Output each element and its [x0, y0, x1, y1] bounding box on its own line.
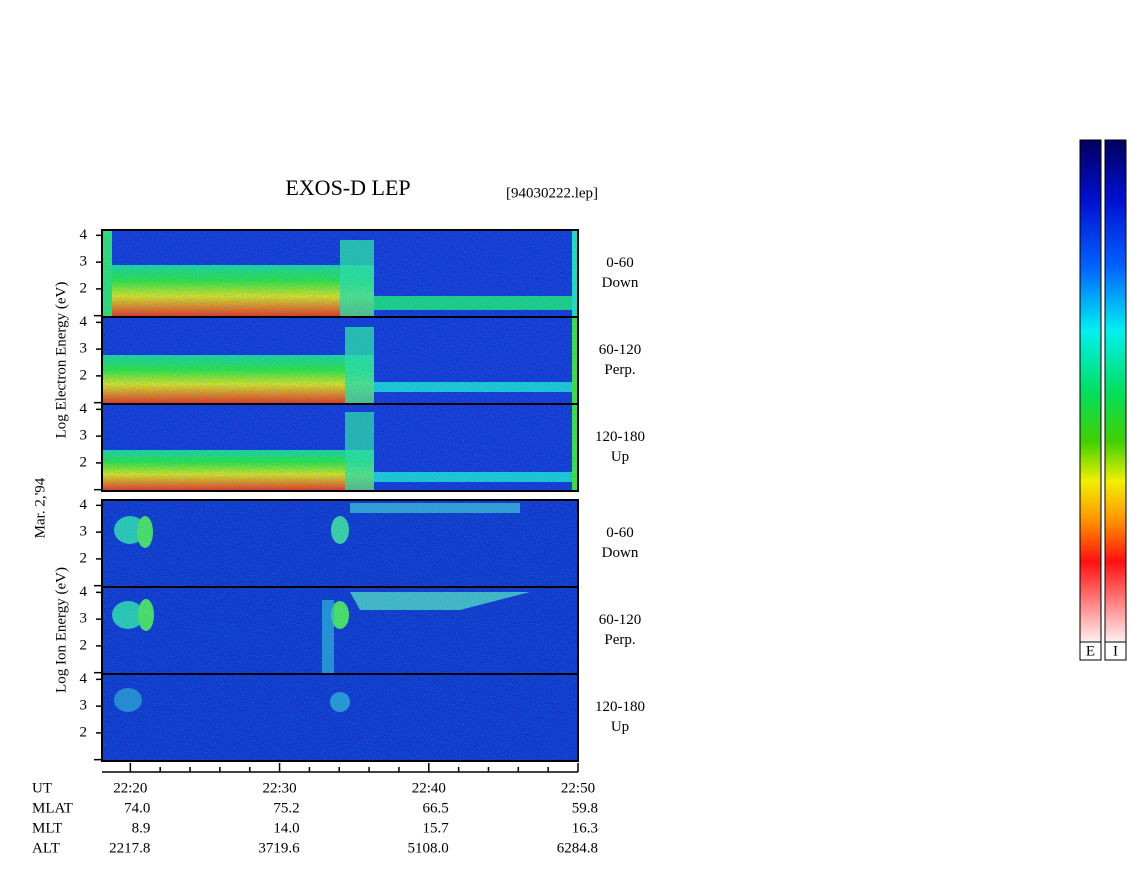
y-tick-label: 3 [80, 698, 88, 714]
ephemeris-value: 3719.6 [258, 840, 300, 856]
ephemeris-value: 14.0 [273, 820, 299, 836]
y-tick-label: 3 [80, 611, 88, 627]
colorbar-label: E [1086, 643, 1095, 659]
y-tick-label: 4 [80, 314, 88, 330]
panel-direction: Down [602, 275, 639, 291]
y-tick-label: 3 [80, 524, 88, 540]
y-tick-label: 4 [80, 497, 88, 513]
date: Mar. 2,'94 [32, 477, 48, 538]
y-tick-label: 4 [80, 401, 88, 417]
y-tick-label: 4 [80, 671, 88, 687]
panel-angle: 120-180 [595, 429, 645, 445]
colorbar-label: I [1113, 643, 1118, 659]
x-tick-label: 22:30 [262, 780, 296, 796]
panel-direction: Perp. [604, 632, 635, 648]
x-tick-label: 22:20 [113, 780, 147, 796]
electron-axis-label: Log Electron Energy (eV) [53, 282, 69, 439]
ephemeris-value: 6284.8 [557, 840, 598, 856]
y-tick-label: 2 [80, 454, 88, 470]
panel-angle: 0-60 [606, 525, 634, 541]
ephemeris-value: 15.7 [423, 820, 450, 836]
panel-direction: Down [602, 545, 639, 561]
y-tick-label: 2 [80, 724, 88, 740]
row-label: MLT [32, 820, 62, 836]
color-bars [1079, 139, 1127, 661]
y-tick-label: 3 [80, 428, 88, 444]
x-tick-label: 22:40 [412, 780, 446, 796]
y-tick-label: 2 [80, 550, 88, 566]
ephemeris-value: 66.5 [423, 800, 449, 816]
panel-direction: Up [611, 449, 629, 465]
panel-frames [101, 229, 579, 762]
y-tick-label: 2 [80, 367, 88, 383]
panel-direction: Up [611, 719, 629, 735]
y-tick-label: 3 [80, 341, 88, 357]
ephemeris-value: 16.3 [572, 820, 598, 836]
row-label: UT [32, 780, 52, 796]
title: EXOS-D LEP [285, 175, 410, 200]
y-tick-label: 2 [80, 637, 88, 653]
y-tick-label: 3 [80, 254, 88, 270]
panel-angle: 60-120 [599, 342, 642, 358]
panel-angle: 0-60 [606, 255, 634, 271]
x-tick-label: 22:50 [561, 780, 595, 796]
panel-angle: 120-180 [595, 699, 645, 715]
ion-axis-label: Log Ion Energy (eV) [53, 567, 69, 693]
panel-angle: 60-120 [599, 612, 642, 628]
y-tick-label: 4 [80, 227, 88, 243]
panel-direction: Perp. [604, 362, 635, 378]
file-name: [94030222.lep] [506, 185, 598, 201]
ion-spectrogram [102, 500, 578, 761]
ephemeris-value: 74.0 [124, 800, 150, 816]
row-label: ALT [32, 840, 60, 856]
ephemeris-value: 5108.0 [408, 840, 449, 856]
y-tick-label: 4 [80, 584, 88, 600]
y-tick-label: 2 [80, 280, 88, 296]
ephemeris-value: 59.8 [572, 800, 598, 816]
electron-spectrogram [102, 230, 578, 491]
ephemeris-value: 75.2 [273, 800, 299, 816]
ephemeris-value: 2217.8 [109, 840, 150, 856]
ephemeris-value: 8.9 [132, 820, 151, 836]
row-label: MLAT [32, 800, 73, 816]
